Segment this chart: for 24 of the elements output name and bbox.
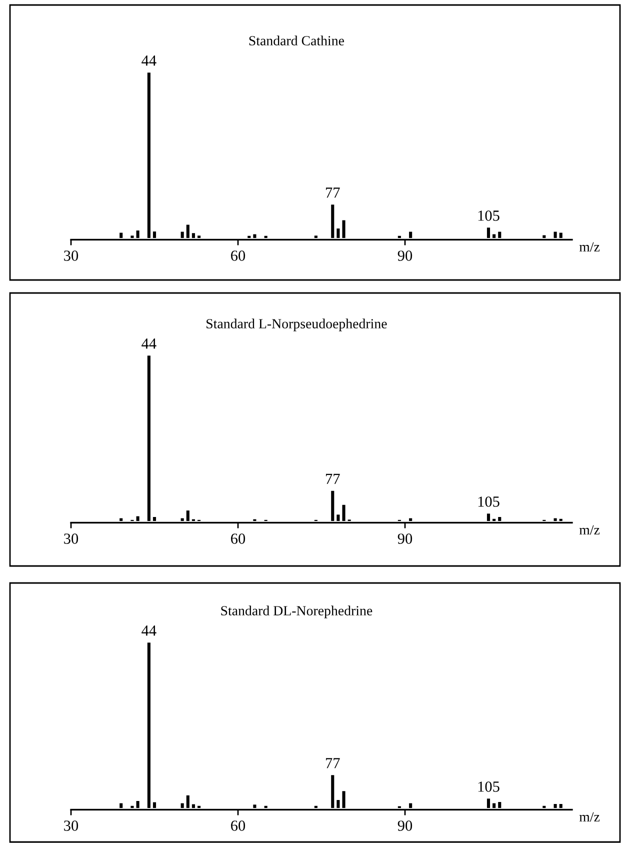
chart-title: Standard DL-Norephedrine [221, 606, 372, 618]
x-axis-title: m/z [579, 812, 600, 822]
x-tick-label: 60 [231, 534, 246, 544]
x-tick-label: 90 [398, 534, 412, 544]
x-tick-label: 60 [231, 820, 246, 831]
x-tick-label: 30 [64, 534, 78, 544]
x-tick-label: 60 [231, 250, 246, 261]
chart-title: Standard L-Norpseudoephedrine [206, 318, 387, 332]
annotation: 44 [142, 338, 156, 349]
x-axis-title: m/z [579, 242, 600, 252]
x-tick-label: 90 [398, 820, 412, 831]
annotation: 44 [142, 626, 156, 636]
x-tick-label: 90 [398, 250, 412, 261]
annotation: 105 [478, 496, 500, 507]
annotation: 77 [326, 474, 340, 484]
annotation: 44 [142, 56, 156, 66]
annotation: 77 [326, 188, 340, 198]
x-tick-label: 30 [64, 820, 78, 831]
x-tick-label: 30 [64, 250, 78, 261]
annotation: 77 [326, 758, 340, 768]
chart-title: Standard Cathine [249, 36, 344, 46]
annotation: 105 [478, 782, 500, 792]
x-axis-title: m/z [579, 525, 600, 535]
annotation: 105 [478, 210, 500, 221]
